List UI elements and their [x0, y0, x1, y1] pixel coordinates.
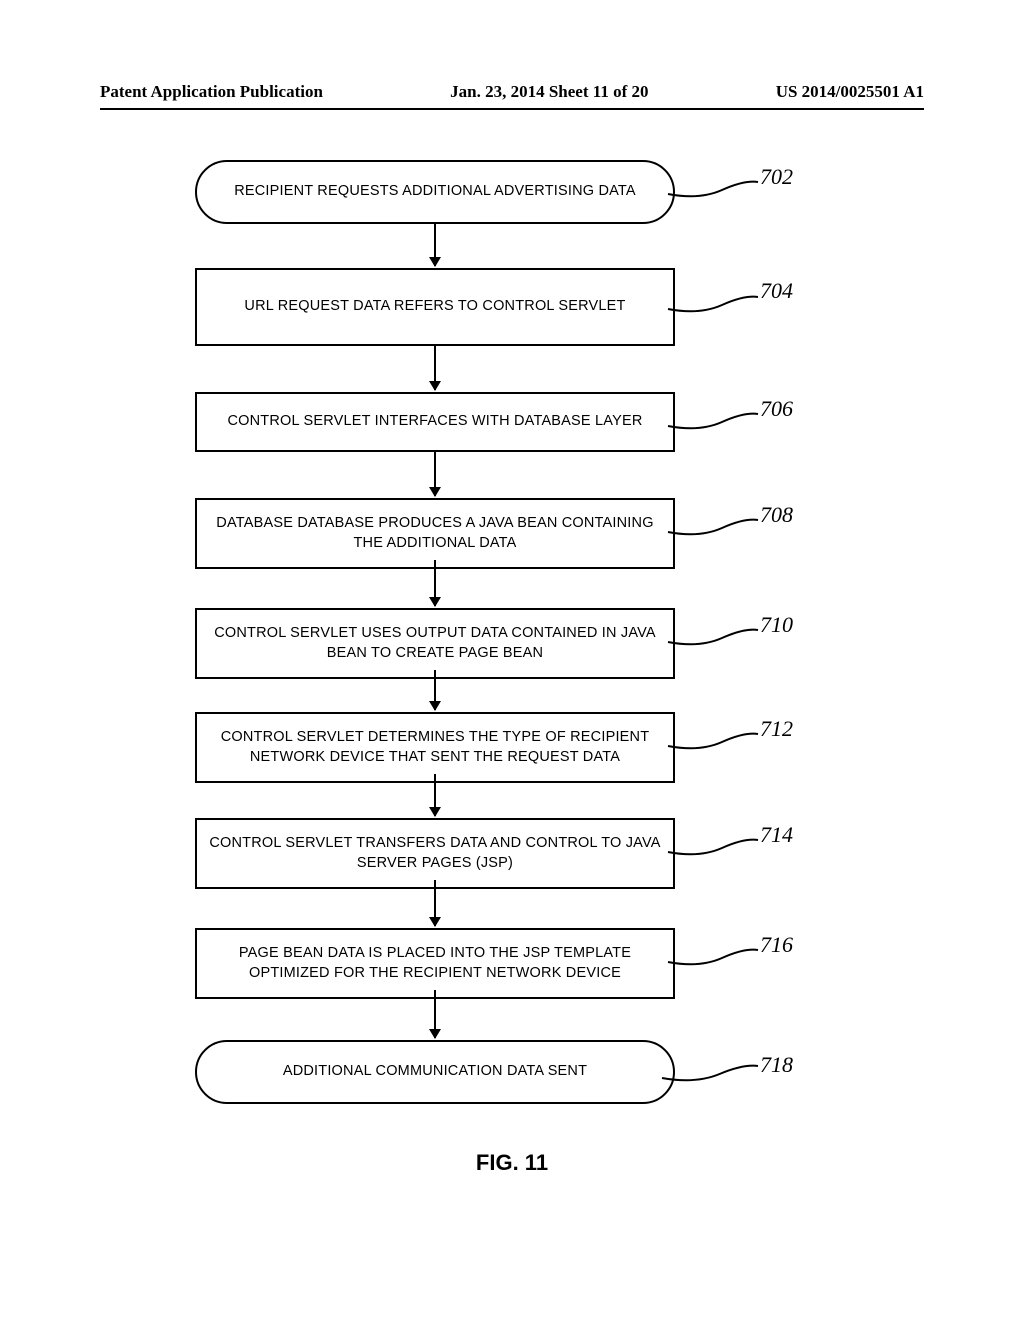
step-box: CONTROL SERVLET USES OUTPUT DATA CONTAIN… — [195, 608, 675, 679]
flowchart-step-704: URL REQUEST DATA REFERS TO CONTROL SERVL… — [195, 268, 675, 346]
flow-arrow — [434, 880, 436, 926]
flowchart-step-702: RECIPIENT REQUESTS ADDITIONAL ADVERTISIN… — [195, 160, 675, 224]
reference-number: 710 — [760, 612, 793, 638]
flowchart-step-708: DATABASE DATABASE PRODUCES A JAVA BEAN C… — [195, 498, 675, 569]
flow-arrow — [434, 560, 436, 606]
leader-line — [668, 628, 758, 652]
leader-line — [668, 412, 758, 436]
flowchart-step-714: CONTROL SERVLET TRANSFERS DATA AND CONTR… — [195, 818, 675, 889]
step-box: DATABASE DATABASE PRODUCES A JAVA BEAN C… — [195, 498, 675, 569]
step-box: CONTROL SERVLET TRANSFERS DATA AND CONTR… — [195, 818, 675, 889]
flowchart-step-718: ADDITIONAL COMMUNICATION DATA SENT — [195, 1040, 675, 1104]
flowchart-step-716: PAGE BEAN DATA IS PLACED INTO THE JSP TE… — [195, 928, 675, 999]
step-box: ADDITIONAL COMMUNICATION DATA SENT — [195, 1040, 675, 1104]
step-box: URL REQUEST DATA REFERS TO CONTROL SERVL… — [195, 268, 675, 346]
step-box: CONTROL SERVLET DETERMINES THE TYPE OF R… — [195, 712, 675, 783]
flow-arrow — [434, 670, 436, 710]
leader-line — [668, 180, 758, 204]
leader-line — [668, 838, 758, 862]
header-left: Patent Application Publication — [100, 82, 323, 102]
reference-number: 718 — [760, 1052, 793, 1078]
leader-line — [668, 948, 758, 972]
flow-arrow — [434, 990, 436, 1038]
reference-number: 714 — [760, 822, 793, 848]
leader-line — [662, 1064, 758, 1088]
flowchart-step-710: CONTROL SERVLET USES OUTPUT DATA CONTAIN… — [195, 608, 675, 679]
header-right: US 2014/0025501 A1 — [776, 82, 924, 102]
reference-number: 708 — [760, 502, 793, 528]
flow-arrow — [434, 224, 436, 266]
header-center: Jan. 23, 2014 Sheet 11 of 20 — [450, 82, 648, 102]
leader-line — [668, 518, 758, 542]
leader-line — [668, 732, 758, 756]
step-box: RECIPIENT REQUESTS ADDITIONAL ADVERTISIN… — [195, 160, 675, 224]
flowchart-step-712: CONTROL SERVLET DETERMINES THE TYPE OF R… — [195, 712, 675, 783]
flow-arrow — [434, 774, 436, 816]
step-box: PAGE BEAN DATA IS PLACED INTO THE JSP TE… — [195, 928, 675, 999]
step-box: CONTROL SERVLET INTERFACES WITH DATABASE… — [195, 392, 675, 452]
reference-number: 704 — [760, 278, 793, 304]
leader-line — [668, 295, 758, 319]
reference-number: 706 — [760, 396, 793, 422]
figure-label: FIG. 11 — [0, 1150, 1024, 1176]
flowchart-step-706: CONTROL SERVLET INTERFACES WITH DATABASE… — [195, 392, 675, 452]
page-header: Patent Application Publication Jan. 23, … — [0, 82, 1024, 102]
flow-arrow — [434, 452, 436, 496]
reference-number: 716 — [760, 932, 793, 958]
reference-number: 702 — [760, 164, 793, 190]
reference-number: 712 — [760, 716, 793, 742]
header-rule — [100, 108, 924, 110]
flow-arrow — [434, 346, 436, 390]
